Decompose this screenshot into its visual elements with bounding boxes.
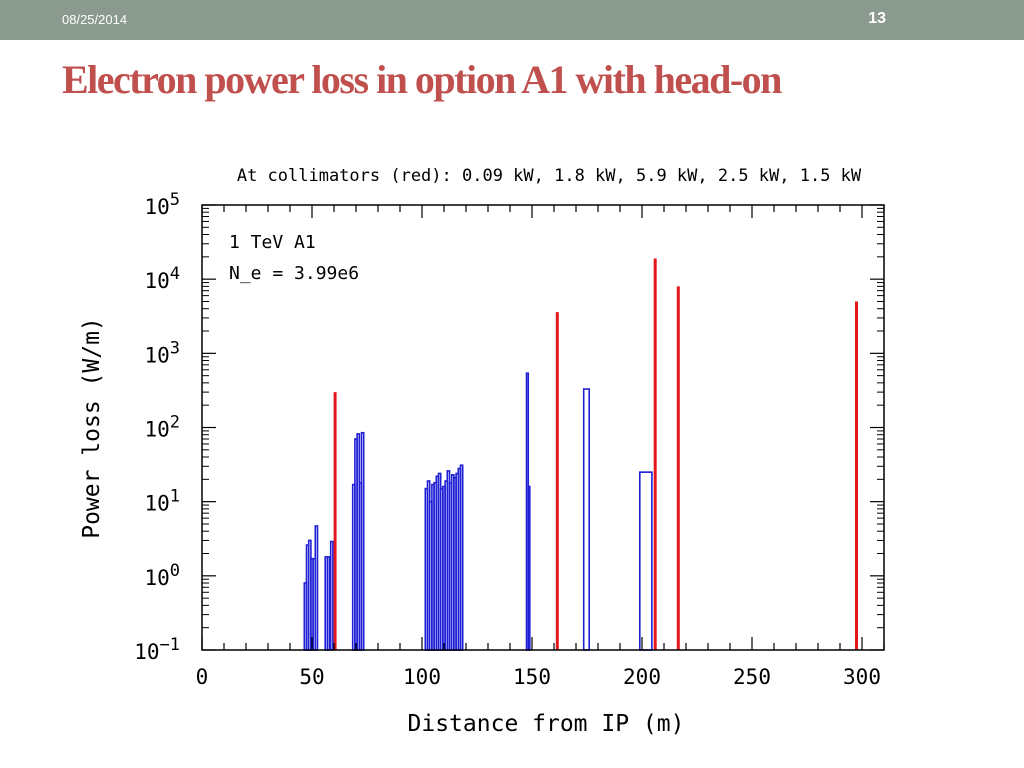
y-axis: 105 104 103 102 101 100 10−1 [134,190,884,664]
blue-bar-34 [638,471,653,651]
blue-bar-5 [314,525,319,651]
y-tick-label: 100 [144,561,180,590]
x-axis: 0 50 100 150 200 250 300 [196,205,885,689]
blue-bar-30 [459,464,464,651]
blue-bar-32 [527,485,531,651]
blue-bar-33 [582,388,591,651]
slide-page-number: 13 [868,10,886,27]
annotation-energy: 1 TeV A1 [229,232,316,253]
blue-series [303,372,653,651]
x-tick-label: 100 [403,665,441,689]
blue-bar-13 [360,431,365,651]
x-axis-label: Distance from IP (m) [408,711,685,737]
y-tick-label: 103 [144,338,180,367]
y-tick-label: 101 [144,487,180,516]
x-tick-label: 250 [733,665,771,689]
x-tick-label: 300 [843,665,881,689]
x-tick-label: 50 [299,665,324,689]
annotation-ne: N_e = 3.99e6 [229,263,359,284]
chart-title: At collimators (red): 0.09 kW, 1.8 kW, 5… [237,166,862,186]
y-tick-label: 102 [144,413,180,442]
red-series [333,258,858,650]
slide-date: 08/25/2014 [62,12,128,27]
x-tick-label: 200 [623,665,661,689]
blue-bar-7 [326,556,331,651]
slide-title: Electron power loss in option A1 with he… [62,57,782,102]
y-axis-label: Power loss (W/m) [79,317,105,539]
y-tick-label: 104 [144,264,180,293]
y-tick-label: 105 [144,190,180,219]
slide-header-bar: 08/25/2014 13 [0,0,1024,40]
x-tick-label: 150 [513,665,551,689]
y-tick-label: 10−1 [134,635,180,664]
blue-bar-8 [329,540,334,651]
x-tick-label: 0 [196,665,209,689]
